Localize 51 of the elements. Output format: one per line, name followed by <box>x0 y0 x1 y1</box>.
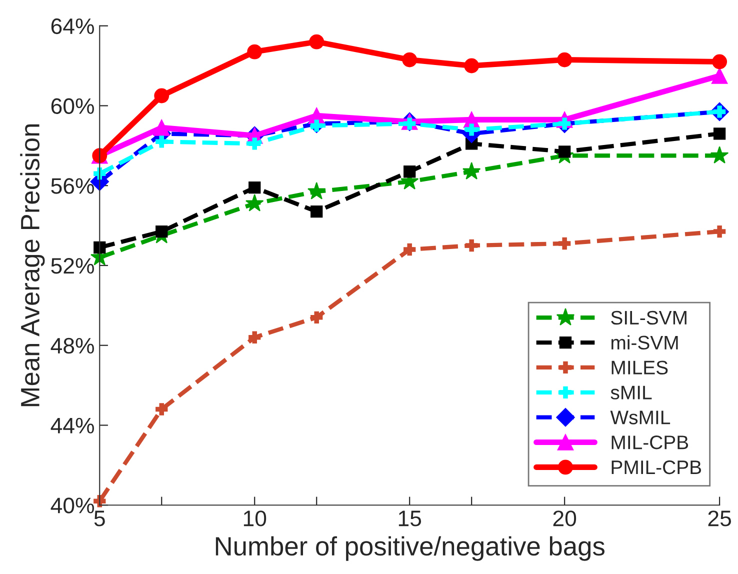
y-tick-label: 40% <box>50 498 94 514</box>
y-tick-label: 64% <box>51 18 94 34</box>
point <box>310 311 323 324</box>
point <box>154 88 170 104</box>
point <box>248 138 261 150</box>
point <box>404 166 416 178</box>
point <box>713 128 726 140</box>
point <box>156 403 168 416</box>
point <box>156 136 168 148</box>
y-axis-title: Mean Average Precision <box>20 124 45 406</box>
point <box>404 243 416 256</box>
legend-label: MILES <box>612 360 668 374</box>
point <box>713 225 726 238</box>
point <box>246 194 264 212</box>
y-tick-label: 56% <box>51 178 94 194</box>
legend-label: MIL-CPB <box>612 435 688 450</box>
x-axis-title: Number of positive/negative bags <box>216 536 604 561</box>
point <box>558 237 571 250</box>
point <box>156 225 168 238</box>
point <box>466 239 478 252</box>
x-tick-label: 20 <box>553 510 576 526</box>
point <box>557 52 572 68</box>
point <box>466 124 478 136</box>
legend-label: SIL-SVM <box>611 310 686 325</box>
point <box>248 182 261 194</box>
point <box>402 52 418 68</box>
point <box>710 146 729 164</box>
point <box>711 68 728 84</box>
point <box>94 241 106 254</box>
point <box>153 120 170 136</box>
point <box>310 205 323 218</box>
y-tick-label: 52% <box>51 258 94 274</box>
point <box>309 34 324 50</box>
point <box>558 146 571 158</box>
point <box>462 162 481 180</box>
x-tick-label: 5 <box>94 510 105 526</box>
legend-label: sMIL <box>610 386 652 400</box>
y-tick-label: 48% <box>50 338 94 354</box>
point <box>464 58 480 74</box>
point <box>712 54 728 70</box>
point <box>248 331 261 344</box>
legend-label: mi-SVM <box>612 335 678 350</box>
y-tick-label: 60% <box>51 98 94 114</box>
legend-label: WsMIL <box>610 410 670 424</box>
x-tick-label: 25 <box>708 510 731 526</box>
point <box>247 44 262 60</box>
x-tick-label: 10 <box>244 510 266 526</box>
y-tick-label: 44% <box>50 418 94 434</box>
point <box>307 182 326 200</box>
x-tick-label: 15 <box>398 510 422 526</box>
legend-label: PMIL-CPB <box>612 460 702 474</box>
